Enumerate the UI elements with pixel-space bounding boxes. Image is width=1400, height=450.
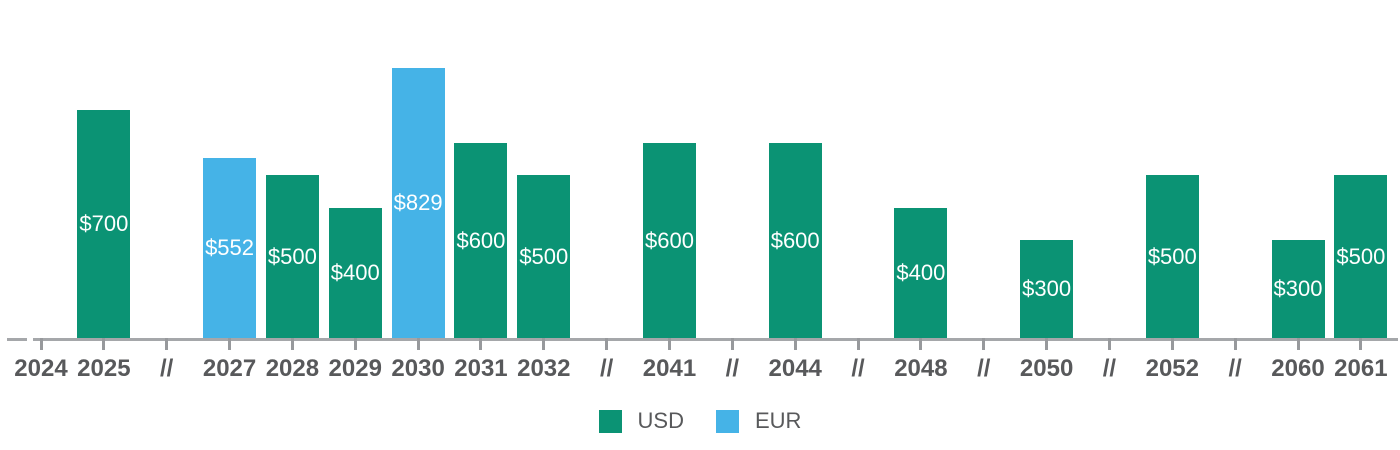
axis-tick — [793, 338, 797, 350]
bar-2048-usd: $400 — [894, 208, 948, 338]
axis-tick — [479, 338, 483, 350]
x-axis-break-label: // — [1102, 355, 1117, 382]
axis-tick — [919, 338, 923, 350]
x-axis-label-2061: 2061 — [1334, 355, 1388, 382]
axis-tick — [165, 338, 169, 350]
bar-2031-usd: $600 — [454, 143, 508, 338]
bar-2027-eur: $552 — [203, 158, 257, 338]
x-axis-label-2052: 2052 — [1145, 355, 1199, 382]
bar-2052-usd: $500 — [1145, 175, 1199, 338]
x-axis-label-2025: 2025 — [77, 355, 131, 382]
bar-value-label: $400 — [896, 260, 946, 285]
x-axis-label-2030: 2030 — [391, 355, 445, 382]
legend-label: USD — [637, 408, 684, 433]
axis-tick — [228, 338, 232, 350]
x-axis-break-label: // — [977, 355, 991, 382]
bar-value-label: $600 — [456, 227, 506, 253]
x-axis-label-2027: 2027 — [202, 355, 257, 382]
x-axis-break-label: // — [1228, 355, 1242, 382]
bar-value-label: $829 — [393, 190, 443, 215]
legend: USD EUR — [0, 408, 1400, 434]
axis-tick — [1359, 338, 1363, 350]
legend-swatch-usd — [598, 409, 622, 433]
axis-tick — [1045, 338, 1049, 350]
bar-2061-usd: $500 — [1334, 175, 1388, 338]
bar-2032-usd: $500 — [517, 175, 571, 338]
legend-label: EUR — [755, 408, 802, 433]
bar-2041-usd: $600 — [643, 143, 696, 338]
x-axis-label-2041: 2041 — [642, 355, 697, 382]
axis-tick — [542, 338, 546, 350]
bar-value-label: $700 — [79, 211, 129, 236]
axis-tick — [290, 338, 294, 350]
bar-value-label: $500 — [1336, 243, 1386, 269]
bar-value-label: $500 — [519, 243, 569, 269]
axis-tick — [668, 338, 671, 350]
x-axis-label-2044: 2044 — [768, 355, 822, 382]
x-axis-label-2060: 2060 — [1271, 355, 1325, 382]
bar-value-label: $500 — [1147, 243, 1197, 269]
x-axis-label-2032: 2032 — [517, 355, 571, 382]
x-axis-label-2024: 2024 — [14, 355, 68, 382]
axis-tick — [1296, 338, 1300, 350]
x-axis-break-label: // — [160, 355, 174, 382]
x-axis-line — [33, 338, 1398, 341]
bar-value-label: $300 — [1273, 276, 1323, 301]
axis-tick — [1170, 338, 1174, 350]
x-axis-label-2050: 2050 — [1019, 355, 1074, 382]
x-axis-break-label: // — [851, 355, 865, 382]
bar-value-label: $600 — [770, 227, 820, 253]
axis-tick — [1107, 338, 1111, 350]
axis-tick — [102, 338, 106, 350]
x-axis-label-2029: 2029 — [328, 355, 382, 382]
axis-tick — [856, 338, 860, 350]
bar-2060-usd: $300 — [1271, 240, 1325, 338]
bar-2025-usd: $700 — [77, 110, 131, 338]
bar-value-label: $300 — [1022, 276, 1072, 301]
bar-2029-usd: $400 — [328, 208, 382, 338]
bar-2028-usd: $500 — [265, 175, 319, 338]
bar-value-label: $400 — [330, 260, 380, 285]
axis-tick — [39, 338, 43, 350]
x-axis-label-2028: 2028 — [265, 355, 320, 382]
bar-value-label: $600 — [645, 227, 694, 253]
legend-item-eur: EUR — [716, 408, 801, 434]
axis-tick — [1233, 338, 1237, 350]
axis-tick — [982, 338, 986, 350]
axis-tick — [416, 338, 420, 350]
bar-2030-eur: $829 — [391, 68, 445, 338]
axis-tick — [605, 338, 609, 350]
bar-value-label: $500 — [267, 243, 317, 269]
x-axis-label-2031: 2031 — [454, 355, 508, 382]
axis-break-dash — [7, 338, 27, 341]
x-axis-break-label: // — [599, 355, 614, 382]
legend-swatch-eur — [716, 409, 739, 433]
bar-value-label: $552 — [205, 235, 255, 260]
x-axis-break-label: // — [725, 355, 740, 382]
bar-2050-usd: $300 — [1020, 240, 1074, 338]
axis-tick — [730, 338, 734, 350]
bar-2044-usd: $600 — [768, 143, 822, 338]
x-axis-label-2048: 2048 — [894, 355, 948, 382]
axis-tick — [353, 338, 357, 350]
legend-item-usd: USD — [598, 408, 684, 434]
